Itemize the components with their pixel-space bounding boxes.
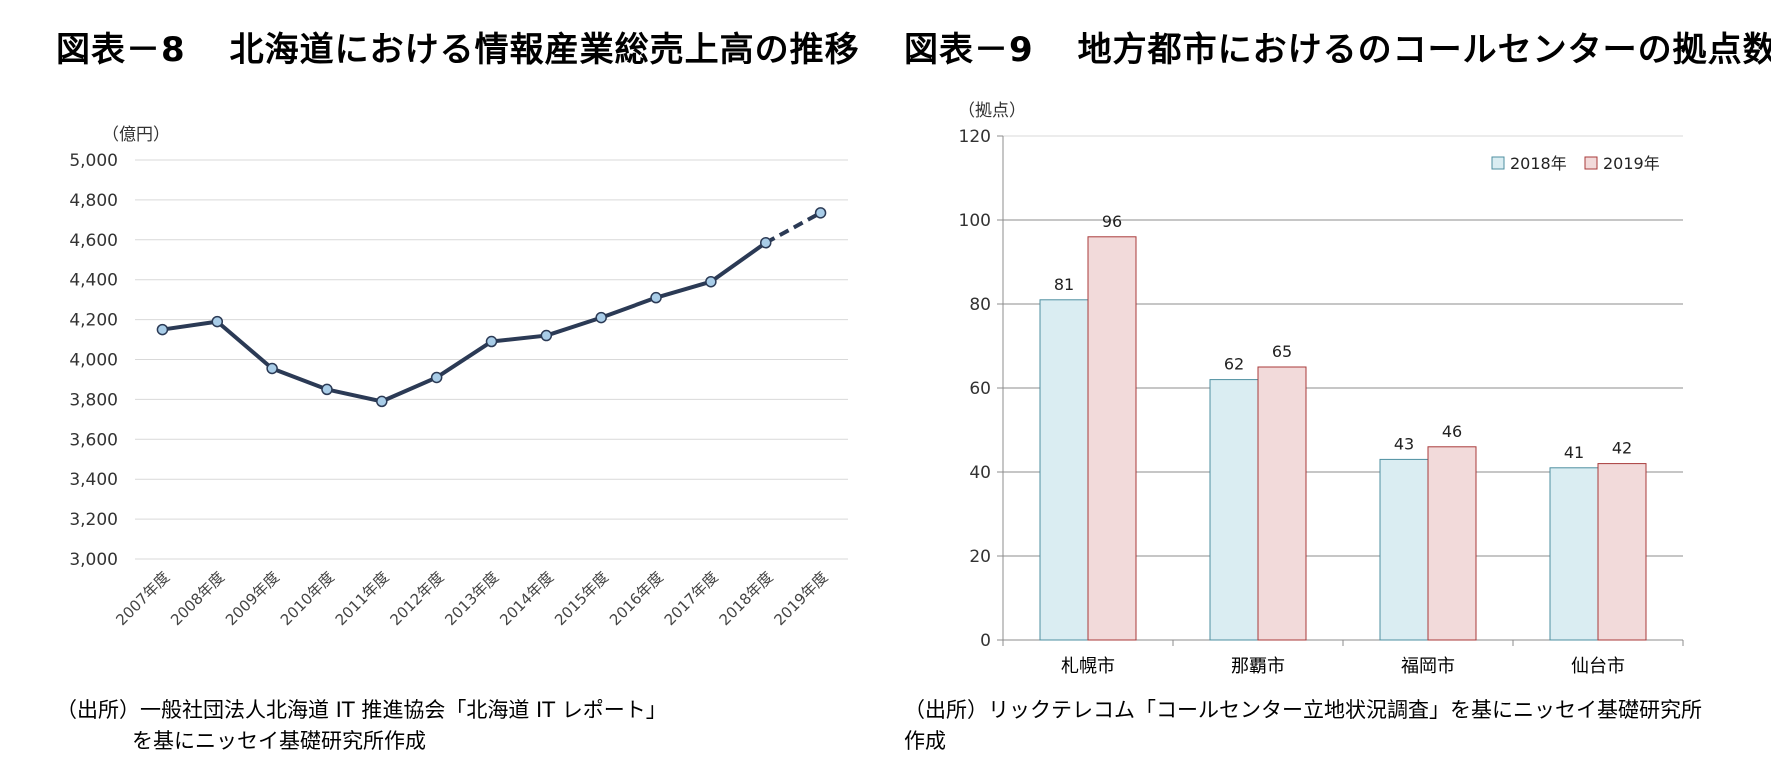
- bar: [1087, 236, 1137, 641]
- legend-label: 2019年: [1603, 154, 1660, 173]
- x-tick-label: 2018年度: [716, 568, 777, 629]
- bar: [1257, 366, 1307, 641]
- data-label: 65: [1272, 342, 1292, 361]
- y-tick-label: 5,000: [69, 151, 118, 171]
- y-tick-label: 120: [959, 127, 991, 147]
- x-category-label: 那覇市: [1231, 656, 1285, 677]
- y-tick-label: 3,800: [69, 390, 118, 410]
- data-point: [595, 311, 607, 324]
- data-point: [321, 383, 333, 396]
- left-figure-title: 図表－8 北海道における情報産業総売上高の推移: [56, 22, 860, 71]
- bar: [1427, 446, 1477, 641]
- left-figure: 図表－8 北海道における情報産業総売上高の推移 （億円） 3,000 3,200 3,4…: [0, 0, 880, 778]
- series-line: [160, 240, 768, 404]
- y-unit-label: （億円）: [102, 125, 170, 145]
- x-category-label: 仙台市: [1571, 656, 1625, 677]
- bar: [1379, 458, 1429, 641]
- data-point: [430, 371, 443, 384]
- left-figure-number: 図表－8: [56, 30, 186, 70]
- x-tick-label: 2014年度: [496, 568, 557, 629]
- left-source-note: （出所）一般社団法人北海道 IT 推進協会「北海道 IT レポート」 を基にニッ…: [56, 695, 667, 757]
- right-source-note: （出所）リックテレコム「コールセンター立地状況調査」を基にニッセイ基礎研究所 作…: [904, 695, 1702, 757]
- data-label: 43: [1394, 434, 1414, 453]
- left-figure-title-text: 北海道における情報産業総売上高の推移: [229, 30, 860, 70]
- y-tick-label: 60: [969, 379, 991, 399]
- bar-chart: （拠点） 0 20 40 60 80 100 120 81 96 札幌市 62 65 那覇市 43 46 福岡市…: [958, 101, 1684, 677]
- legend-swatch: [1491, 156, 1505, 170]
- data-label: 42: [1612, 439, 1632, 458]
- left-source-line1: （出所）一般社団法人北海道 IT 推進協会「北海道 IT レポート」: [56, 698, 667, 722]
- series-line-estimate: [764, 211, 822, 245]
- data-point: [156, 323, 169, 336]
- data-label: 96: [1102, 212, 1122, 231]
- data-point: [705, 275, 717, 288]
- y-tick-label: 4,200: [69, 311, 118, 331]
- y-tick-label: 4,600: [69, 231, 118, 251]
- data-point: [540, 329, 553, 342]
- right-figure: 図表－9 地方都市におけるのコールセンターの拠点数 （拠点） 0 20 40 60 80 10…: [880, 0, 1771, 778]
- y-tick-label: 4,800: [69, 191, 118, 211]
- right-figure-title: 図表－9 地方都市におけるのコールセンターの拠点数: [904, 22, 1771, 71]
- data-label: 81: [1054, 275, 1074, 294]
- legend-label: 2018年: [1510, 154, 1567, 173]
- y-tick-label: 4,400: [69, 271, 118, 291]
- x-tick-label: 2008年度: [167, 568, 228, 629]
- y-unit-label: （拠点）: [958, 101, 1026, 121]
- y-tick-label: 3,200: [69, 510, 118, 530]
- y-tick-label: 4,000: [69, 351, 118, 371]
- bar: [1039, 299, 1089, 641]
- x-tick-label: 2009年度: [222, 568, 283, 629]
- x-tick-label: 2012年度: [387, 568, 448, 629]
- y-tick-label: 3,600: [69, 430, 118, 450]
- data-point: [211, 315, 224, 328]
- data-point: [759, 237, 772, 249]
- right-source-line2: 作成: [904, 729, 946, 753]
- bar: [1209, 379, 1259, 641]
- y-tick-label: 0: [980, 631, 991, 651]
- data-point: [266, 362, 278, 375]
- legend-swatch: [1584, 156, 1598, 170]
- right-figure-number: 図表－9: [904, 30, 1034, 70]
- right-source-line1: （出所）リックテレコム「コールセンター立地状況調査」を基にニッセイ基礎研究所: [904, 698, 1702, 722]
- data-label: 62: [1224, 355, 1244, 374]
- data-point: [814, 207, 827, 219]
- data-point: [485, 335, 498, 348]
- y-tick-label: 20: [969, 547, 991, 567]
- y-tick-label: 3,000: [69, 550, 118, 570]
- data-label: 41: [1564, 443, 1584, 462]
- x-category-label: 福岡市: [1401, 656, 1455, 677]
- left-source-line2: を基にニッセイ基礎研究所作成: [132, 729, 426, 753]
- x-tick-label: 2017年度: [661, 568, 722, 629]
- x-tick-label: 2007年度: [112, 568, 173, 629]
- data-label: 46: [1442, 422, 1462, 441]
- x-tick-label: 2013年度: [441, 568, 502, 629]
- x-tick-label: 2015年度: [551, 568, 612, 629]
- bar: [1549, 467, 1599, 641]
- line-chart: （億円） 3,000 3,200 3,400 3,600 3,800 4,000 4,200 4…: [69, 125, 848, 629]
- data-point: [650, 291, 662, 304]
- y-tick-label: 40: [969, 463, 991, 483]
- x-tick-label: 2011年度: [332, 568, 393, 629]
- y-tick-label: 3,400: [69, 470, 118, 490]
- x-tick-label: 2016年度: [606, 568, 667, 629]
- data-point: [376, 395, 388, 408]
- y-tick-label: 100: [959, 211, 991, 231]
- right-figure-title-text: 地方都市におけるのコールセンターの拠点数: [1077, 30, 1771, 70]
- x-tick-label: 2010年度: [277, 568, 338, 629]
- bar: [1597, 463, 1647, 641]
- y-tick-label: 80: [969, 295, 991, 315]
- x-tick-label: 2019年度: [770, 568, 831, 629]
- x-category-label: 札幌市: [1061, 656, 1115, 677]
